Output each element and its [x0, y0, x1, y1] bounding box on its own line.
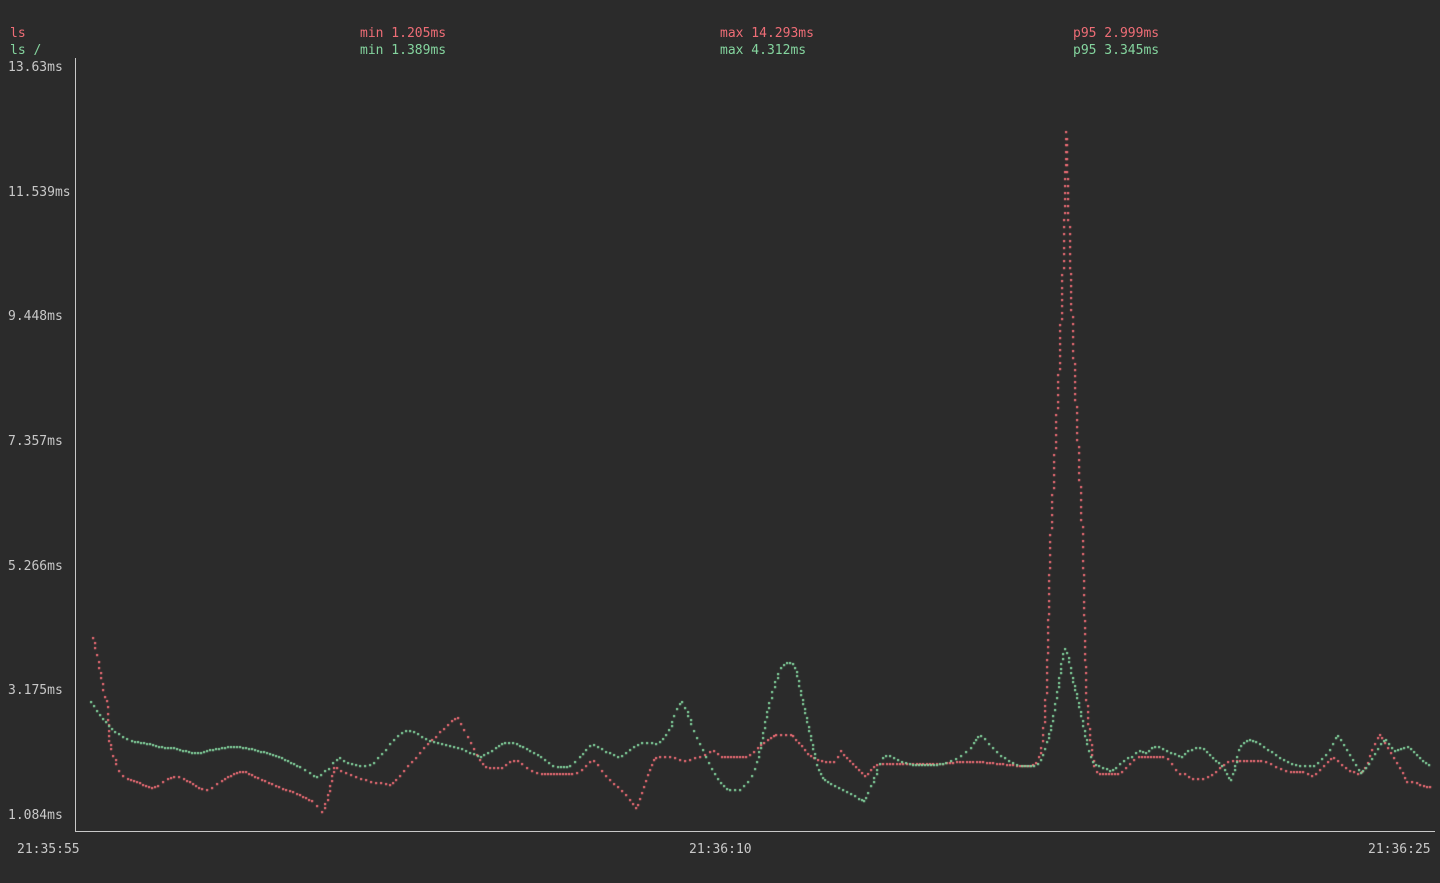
x-tick-middle: 21:36:10: [689, 842, 752, 857]
y-axis-line: [75, 58, 76, 832]
x-axis-line: [75, 831, 1435, 832]
x-tick-end: 21:36:25: [1368, 842, 1431, 857]
x-tick-start: 21:35:55: [17, 842, 80, 857]
stat-p95-ls-slash: p95 3.345ms: [1073, 43, 1160, 58]
y-tick-3-175ms: 3.175ms: [8, 683, 63, 698]
stat-min-ls: min 1.205ms: [360, 26, 447, 41]
y-tick-9-448ms: 9.448ms: [8, 309, 63, 324]
stat-max-ls-slash: max 4.312ms: [720, 43, 807, 58]
stat-min-ls-slash: min 1.389ms: [360, 43, 447, 58]
y-tick-13-63ms: 13.63ms: [8, 60, 63, 75]
y-tick-7-357ms: 7.357ms: [8, 434, 63, 449]
stat-max-ls: max 14.293ms: [720, 26, 814, 41]
series-label-ls: ls: [10, 26, 26, 41]
stat-p95-ls: p95 2.999ms: [1073, 26, 1160, 41]
y-tick-1-084ms: 1.084ms: [8, 808, 63, 823]
y-tick-11-539ms: 11.539ms: [8, 185, 71, 200]
series-label-ls-slash: ls /: [10, 43, 42, 58]
y-tick-5-266ms: 5.266ms: [8, 559, 63, 574]
